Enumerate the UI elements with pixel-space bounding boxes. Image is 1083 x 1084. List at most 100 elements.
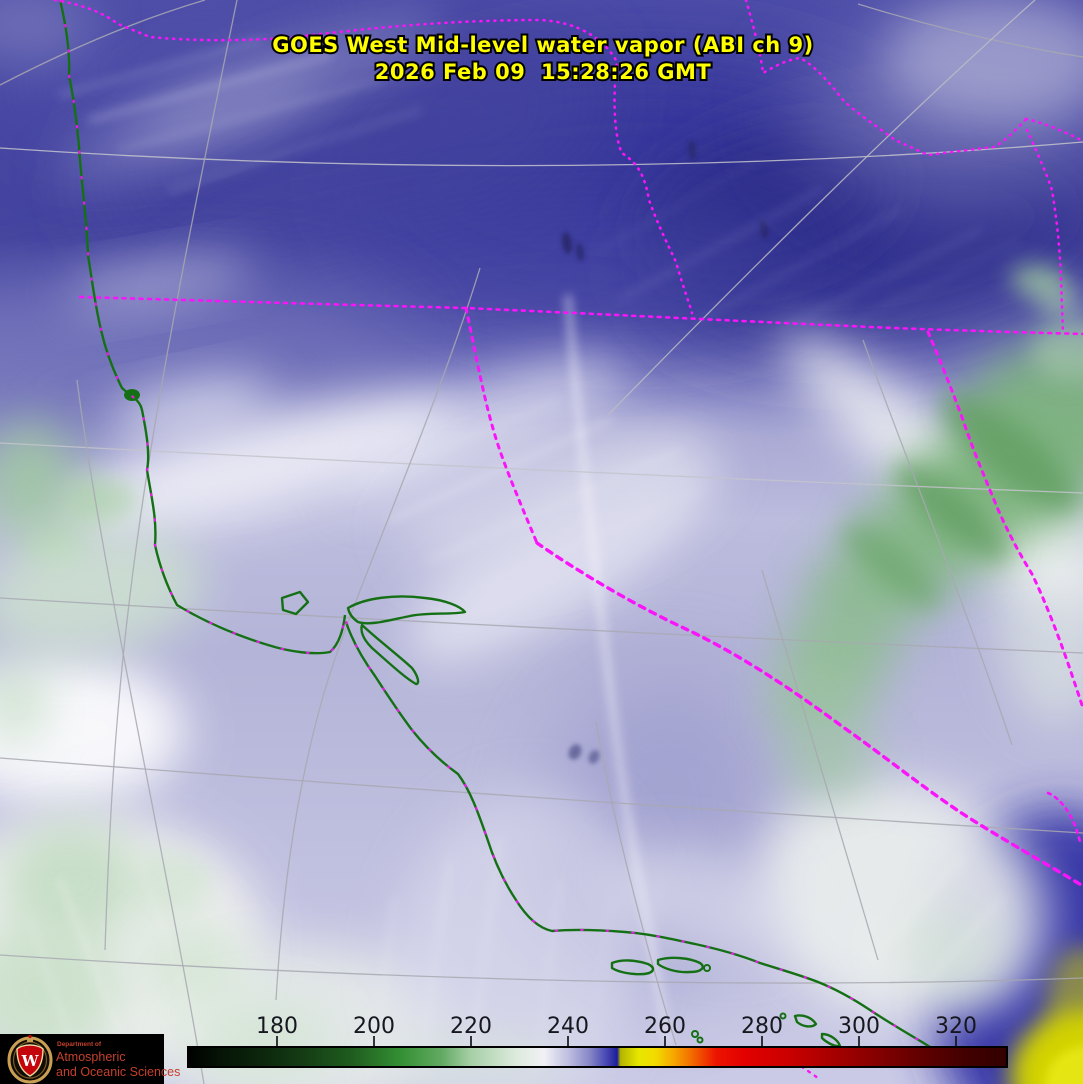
wv-blob: [842, 523, 942, 609]
border-line: [1024, 117, 1083, 143]
wv-blob: [568, 744, 582, 760]
border-line: [1046, 791, 1083, 847]
image-annotation: GOES West Mid-level water vapor (ABI ch …: [270, 31, 815, 86]
wv-blob: [1030, 320, 1083, 380]
wv-blob: [103, 485, 141, 513]
graticule-line: [0, 0, 206, 86]
cirrus-streak: [87, 52, 333, 123]
cirrus-streak: [168, 108, 422, 192]
aos-logo: W Department of Atmospheric and Oceanic …: [0, 1034, 180, 1084]
border-line: [744, 0, 1028, 157]
wv-blob: [66, 253, 254, 311]
coastline-path: [360, 623, 420, 686]
cirrus-streak: [777, 227, 983, 333]
cirrus-streak: [468, 488, 702, 592]
border-line: [53, 0, 694, 315]
cirrus-streak: [387, 417, 613, 523]
coastline-path: [346, 595, 467, 625]
cirrus-streak: [137, 857, 203, 1043]
cirrus-streak: [467, 837, 503, 1063]
graticule-line: [761, 569, 879, 961]
cirrus-streak: [427, 447, 683, 563]
cirrus-streak: [837, 917, 913, 1003]
wv-blob: [899, 913, 1001, 991]
colorbar-tick-label: 220: [450, 1014, 492, 1039]
graticule-line: [0, 141, 1083, 167]
colorbar-tick-label: 300: [838, 1014, 880, 1039]
wv-blob: [60, 476, 124, 528]
coastline-path: [610, 959, 655, 976]
wv-blob: [885, 0, 1083, 120]
graticule-line: [607, 0, 1036, 416]
colorbar-gradient-bar: [187, 1046, 1008, 1068]
image-title: GOES West Mid-level water vapor (ABI ch …: [272, 33, 814, 57]
cirrus-streak: [617, 187, 823, 303]
island-outline: [703, 964, 711, 972]
colorbar-tick-label: 200: [353, 1014, 395, 1039]
colorbar-tick-label: 240: [547, 1014, 589, 1039]
cirrus-streak: [417, 857, 453, 1073]
crest-letter: W: [21, 1052, 40, 1070]
wv-blob: [0, 920, 124, 1064]
graticule-line: [0, 597, 1083, 654]
logo-line1: Atmospheric: [56, 1050, 125, 1064]
coastline-path: [58, 0, 953, 1062]
border-line: [793, 1060, 820, 1080]
border-line: [464, 306, 539, 545]
border-line: [926, 330, 1083, 710]
logo-line2: and Oceanic Sciences: [56, 1065, 180, 1079]
wv-blob: [140, 916, 244, 1008]
wv-blob: [0, 0, 95, 65]
graticule-line: [275, 267, 481, 1001]
graticule-line: [76, 379, 205, 1084]
cirrus-streak: [917, 897, 1003, 993]
border-line: [78, 295, 1083, 336]
island-outline: [691, 1030, 699, 1038]
wv-blob: [784, 726, 876, 798]
wv-blob: [942, 393, 1078, 511]
colorbar-tick-label: 260: [644, 1014, 686, 1039]
colorbar: 180 200 220 240 260 280 300 320: [187, 1014, 1008, 1068]
graticule-line: [0, 757, 1083, 834]
cirrus-streak: [118, 78, 382, 152]
contrail-streak: [565, 294, 671, 1046]
wv-blob: [575, 243, 585, 261]
wv-blob: [0, 660, 47, 744]
state-borders: [53, 0, 1083, 1080]
cirrus-streak: [358, 398, 562, 482]
wv-blob: [895, 463, 1009, 561]
logo-dept-label: Department of: [57, 1041, 102, 1048]
island-outline: [696, 1036, 704, 1044]
wv-blob: [130, 850, 214, 914]
cirrus-streak: [57, 877, 133, 1063]
coastline: [58, 0, 954, 1062]
border-line: [1025, 128, 1065, 334]
colorbar-tick-label: 320: [935, 1014, 977, 1039]
cirrus-streak: [697, 207, 903, 323]
colorbar-tick-label: 180: [256, 1014, 298, 1039]
wv-blob: [0, 655, 185, 805]
graticule-line: [104, 0, 238, 951]
wv-blob: [190, 1000, 334, 1084]
wv-blob: [561, 232, 573, 254]
graticule-line: [0, 954, 1083, 984]
colorbar-tick-label: 280: [741, 1014, 783, 1039]
coastline-path: [793, 1014, 818, 1028]
wv-blob: [58, 70, 322, 180]
island-outline: [779, 1012, 787, 1020]
graticule-line: [595, 721, 677, 1046]
wv-blob: [607, 844, 793, 956]
cirrus-streak: [867, 857, 963, 963]
cirrus-streak: [858, 238, 1022, 322]
graticule-line: [862, 339, 1013, 746]
border-line: [535, 541, 1083, 888]
graticule-line: [857, 3, 1083, 58]
wv-blob: [106, 377, 274, 439]
coastline-path: [280, 590, 310, 616]
wv-blob: [1038, 288, 1080, 316]
wv-blob: [0, 528, 205, 656]
cirrus-streak: [598, 158, 762, 252]
